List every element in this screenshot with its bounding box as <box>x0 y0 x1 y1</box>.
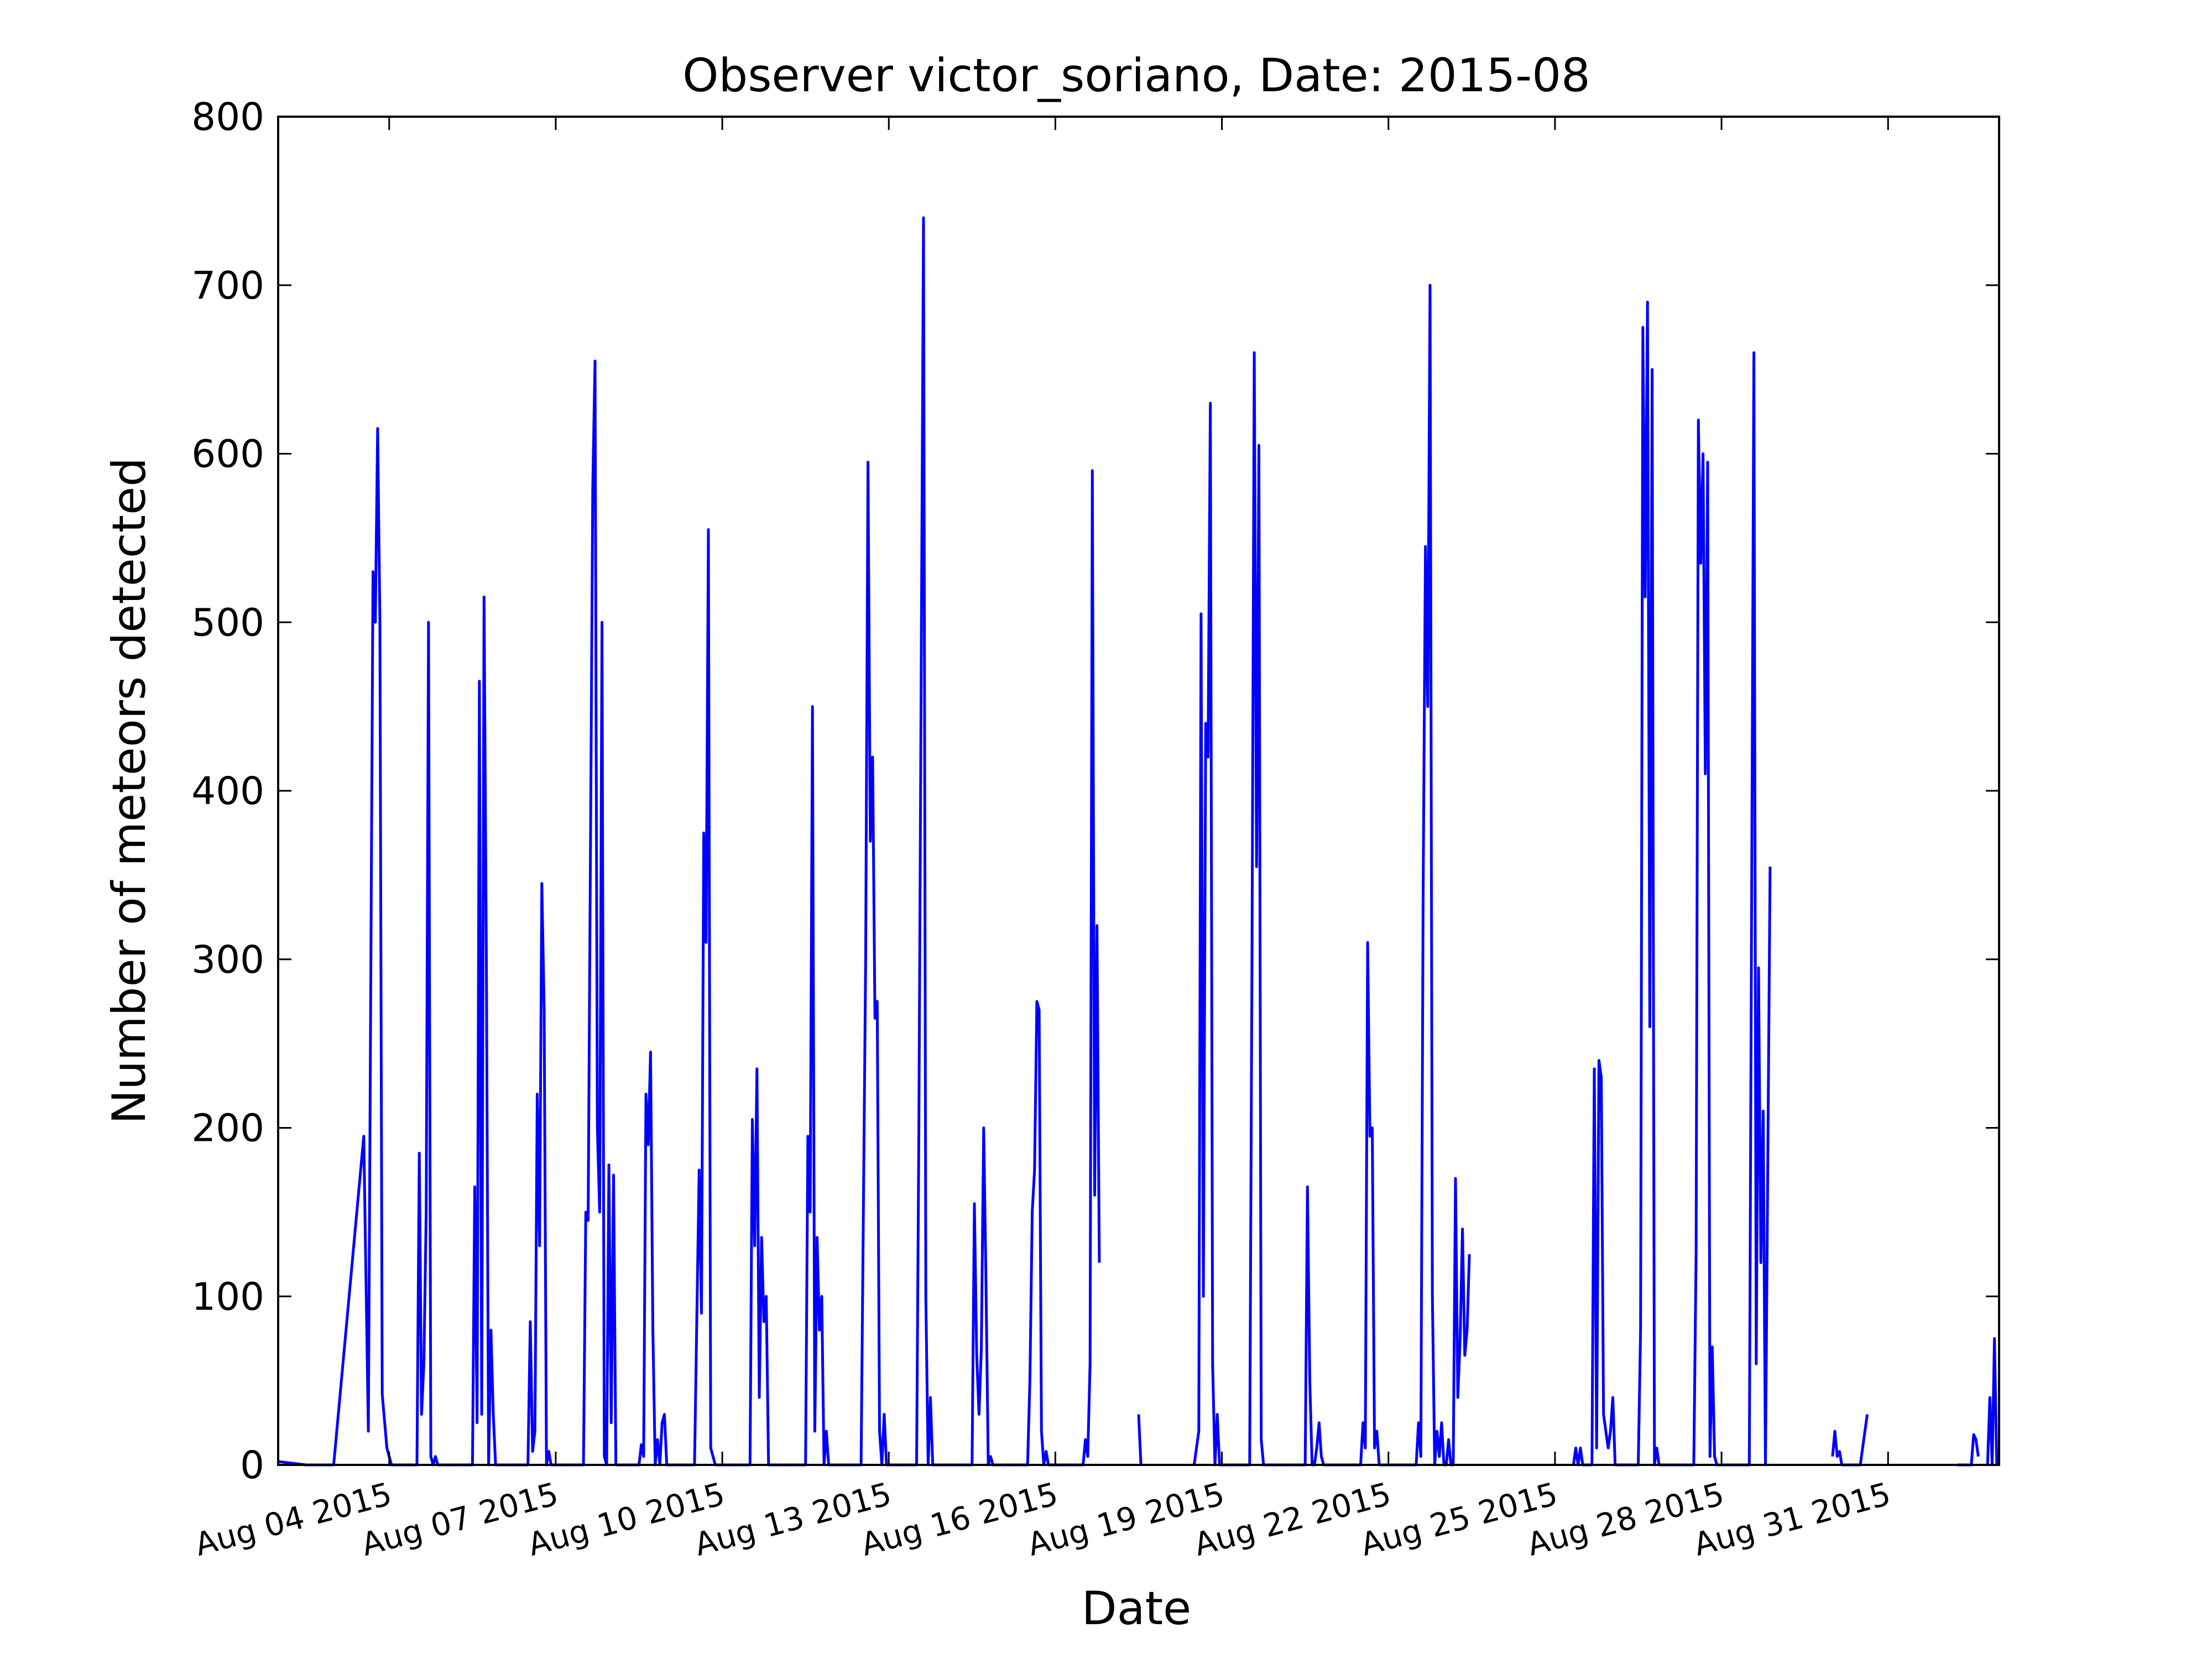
y-tick-label: 200 <box>191 1107 264 1151</box>
x-axis-label: Date <box>1082 1582 1191 1635</box>
y-tick-label: 400 <box>191 769 264 813</box>
y-axis-label: Number of meteors detected <box>102 457 156 1124</box>
series-line-segment <box>1192 284 1471 1467</box>
y-tick-label: 100 <box>191 1275 264 1319</box>
chart-title: Observer victor_soriano, Date: 2015-08 <box>682 49 1590 102</box>
y-tick-label: 500 <box>191 601 264 645</box>
y-axis-ticks: 0 100 200 300 400 500 600 700 800 <box>191 95 1999 1488</box>
series-line-segment <box>278 216 1101 1467</box>
y-tick-label: 700 <box>191 264 264 308</box>
plot-frame <box>277 116 2000 1466</box>
y-tick-label: 800 <box>191 95 264 139</box>
series-line-segment <box>1137 1414 1142 1465</box>
y-tick-label: 0 <box>240 1443 264 1488</box>
y-tick-label: 300 <box>191 938 264 982</box>
y-tick-label: 600 <box>191 432 264 477</box>
